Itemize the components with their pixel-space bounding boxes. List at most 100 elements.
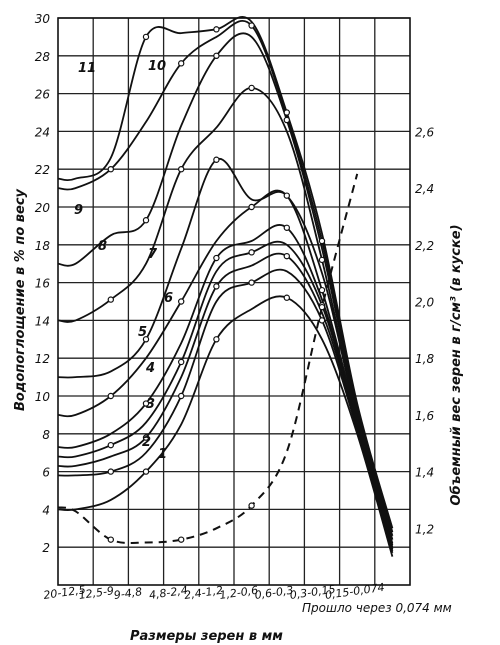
series-8-point (177, 165, 185, 173)
series-6-point (318, 286, 326, 294)
x-tick-label: 20-12,5 (43, 583, 87, 602)
series-7-label: 7 (148, 247, 158, 262)
y2-tick-label: 1,2 (415, 522, 434, 536)
density-line (57, 173, 359, 544)
x-tick-label: 2,4-1,2 (183, 584, 223, 602)
y-tick-label: 10 (35, 390, 51, 404)
series-7-point (213, 156, 220, 163)
series-10-label: 10 (148, 59, 166, 74)
y2-tick-label: 2,6 (415, 125, 434, 139)
series-11-point (213, 26, 220, 33)
y-tick-label: 18 (35, 239, 51, 253)
x-axis-title: Размеры зерен в мм (130, 629, 283, 644)
y-axis-title: Водопоглощение в % по весу (13, 188, 28, 411)
series-2-point (177, 392, 185, 400)
series-7-point (283, 192, 290, 199)
series-6-point (107, 392, 115, 400)
x-tick-label: 0,6-0,3 (254, 584, 294, 602)
x-axis-ticks: 20-12,512,5-99-4,8 4,8-2,42,4-1,21,2-0,60… (43, 581, 386, 602)
plot-frame (57, 17, 411, 586)
series-8-label: 8 (98, 239, 107, 254)
series-8-point (318, 256, 326, 264)
y-tick-label: 16 (35, 277, 51, 291)
series-5-point (213, 254, 220, 262)
series-labels: 12 3 4 5 6 7 8 9 10 11 (74, 59, 173, 462)
y2-tick-label: 2,4 (415, 182, 434, 196)
y-tick-label: 22 (35, 163, 50, 177)
series-6-point (177, 298, 185, 305)
series-5-label: 5 (138, 325, 147, 340)
series-1-label: 1 (158, 447, 167, 462)
series-10-point (248, 22, 255, 29)
series-2-point (107, 468, 115, 475)
series-7-point (142, 336, 150, 343)
x-tick-label: 1,2-0,6 (219, 584, 259, 602)
series-11-point (283, 109, 290, 116)
series-6-label: 6 (164, 291, 173, 306)
density-point (107, 536, 115, 543)
series-3-point (142, 434, 150, 441)
y-tick-label: 30 (35, 12, 51, 26)
series-9-label: 9 (74, 203, 83, 218)
series-1-point (142, 468, 150, 475)
y-tick-label: 26 (35, 88, 51, 102)
series-7-line (57, 157, 394, 544)
y2-tick-label: 1,4 (415, 466, 434, 480)
y2-tick-label: 1,8 (415, 352, 434, 366)
curves (57, 15, 394, 557)
density-point (177, 536, 185, 543)
series-2-point (318, 317, 326, 324)
y2-tick-label: 2,0 (415, 296, 434, 310)
series-3-label: 3 (146, 397, 155, 412)
series-10-point (107, 165, 115, 173)
series-1-point (213, 336, 220, 343)
series-5-point (283, 224, 290, 231)
y-tick-label: 12 (35, 352, 50, 366)
series-10-point (318, 237, 326, 245)
series-3-point (283, 252, 290, 260)
y-tick-label: 14 (35, 314, 50, 328)
series-3-point (213, 283, 220, 290)
series-5-line (57, 224, 394, 548)
series-2-label: 2 (142, 435, 151, 450)
series-5-point (142, 400, 150, 407)
x-tick-label: 9-4,8 (113, 585, 143, 602)
series-2-line (57, 268, 394, 554)
series-4-point (107, 441, 115, 449)
data-points (107, 22, 326, 543)
series-10-point (177, 60, 185, 67)
y2-tick-label: 1,6 (415, 409, 434, 423)
y2-axis-title: Объемный вес зерен в г/см³ (в куске) (449, 224, 464, 505)
series-8-point (248, 84, 255, 92)
series-6-point (248, 203, 255, 211)
x-tick-label: 12,5-9 (78, 584, 115, 602)
density-point (318, 303, 326, 311)
series-9-point (213, 52, 220, 60)
y-tick-label: 6 (42, 466, 50, 480)
x-tick-label: 4,8-2,4 (148, 584, 188, 602)
series-4-point (177, 358, 185, 366)
y-tick-label: 20 (35, 201, 51, 215)
series-2-point (248, 279, 255, 286)
y-tick-label: 2 (42, 541, 50, 555)
y-tick-label: 8 (42, 428, 50, 442)
series-9-point (283, 116, 290, 124)
density-point (248, 502, 255, 509)
y2-tick-label: 2,2 (415, 239, 434, 253)
series-11-label: 11 (78, 61, 96, 76)
series-11-point (142, 33, 150, 41)
x-tick-label: 0,3-0,15 (289, 583, 336, 602)
series-4-point (248, 249, 255, 256)
series-9-line (57, 32, 394, 537)
series-1-point (283, 294, 290, 301)
series-9-point (142, 217, 150, 224)
series-1-line (57, 295, 394, 557)
y-tick-label: 4 (42, 503, 50, 517)
series-4-label: 4 (145, 361, 155, 376)
x-axis-extra-label: Прошло через 0,074 мм (302, 601, 452, 615)
series-8-point (107, 296, 115, 303)
y2-axis-ticks: 1,2 1,4 1,6 1,8 2,0 2,2 2,4 2,6 (415, 125, 434, 536)
